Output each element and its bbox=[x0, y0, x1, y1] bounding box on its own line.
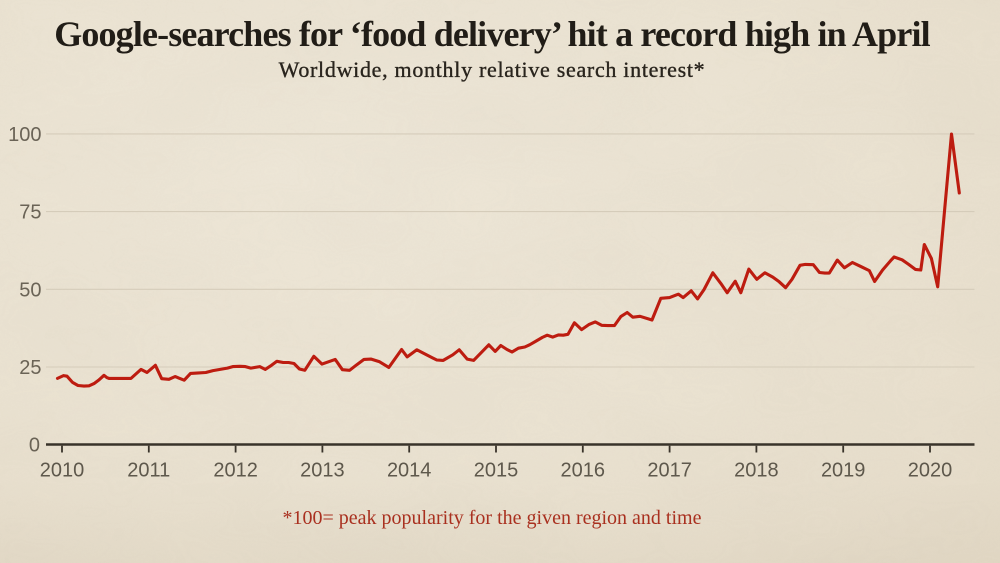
svg-text:25: 25 bbox=[19, 357, 41, 379]
svg-text:2014: 2014 bbox=[387, 460, 432, 482]
svg-text:2013: 2013 bbox=[300, 460, 345, 482]
svg-text:2011: 2011 bbox=[127, 460, 170, 482]
svg-text:2018: 2018 bbox=[734, 460, 779, 482]
svg-text:2017: 2017 bbox=[647, 460, 692, 482]
svg-text:0: 0 bbox=[29, 435, 40, 457]
svg-text:2016: 2016 bbox=[561, 460, 606, 482]
svg-text:2019: 2019 bbox=[821, 460, 866, 482]
svg-text:2010: 2010 bbox=[40, 460, 85, 482]
svg-text:50: 50 bbox=[19, 279, 41, 301]
svg-text:2015: 2015 bbox=[474, 460, 519, 482]
svg-text:2020: 2020 bbox=[908, 460, 953, 482]
svg-text:2012: 2012 bbox=[213, 460, 258, 482]
svg-text:75: 75 bbox=[19, 202, 41, 224]
svg-text:100: 100 bbox=[8, 124, 41, 146]
